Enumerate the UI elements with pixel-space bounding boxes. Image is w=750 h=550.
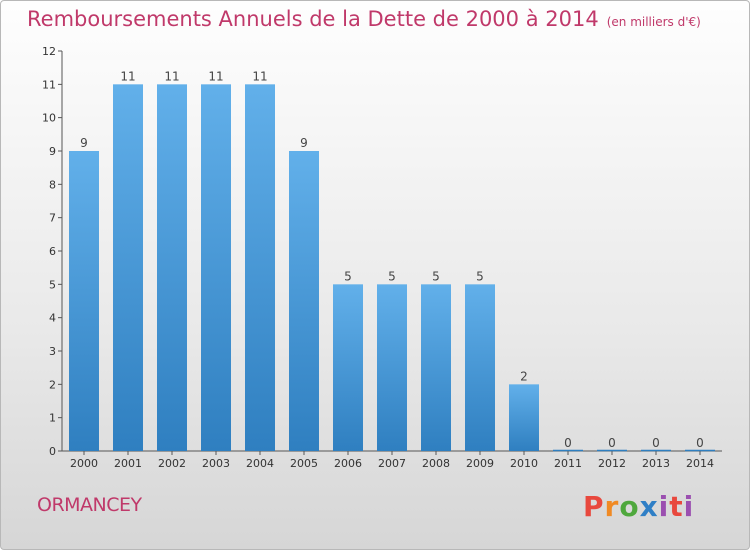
y-tick-label: 1 — [49, 412, 56, 425]
bar-2007 — [377, 284, 407, 451]
data-label-2007: 5 — [388, 269, 396, 283]
chart-title-text: Remboursements Annuels de la Dette de 20… — [27, 7, 599, 31]
data-label-2012: 0 — [608, 436, 616, 450]
data-label-2011: 0 — [564, 436, 572, 450]
data-label-2013: 0 — [652, 436, 660, 450]
bar-2000 — [69, 151, 99, 451]
chart-title: Remboursements Annuels de la Dette de 20… — [27, 7, 701, 31]
data-label-2003: 11 — [208, 69, 223, 83]
bar-2006 — [333, 284, 363, 451]
data-label-2006: 5 — [344, 269, 352, 283]
y-tick-label: 3 — [49, 345, 56, 358]
x-tick-label: 2010 — [510, 457, 538, 470]
y-tick-label: 12 — [42, 45, 56, 58]
x-tick-label: 2003 — [202, 457, 230, 470]
y-tick-label: 9 — [49, 145, 56, 158]
x-tick-label: 2011 — [554, 457, 582, 470]
y-tick-label: 11 — [42, 78, 56, 91]
data-label-2005: 9 — [300, 136, 308, 150]
data-label-2009: 5 — [476, 269, 484, 283]
bar-2002 — [157, 84, 187, 451]
data-label-2008: 5 — [432, 269, 440, 283]
proxiti-logo: Proxiti — [583, 490, 695, 523]
y-tick-label: 10 — [42, 112, 56, 125]
data-label-2014: 0 — [696, 436, 704, 450]
y-tick-label: 6 — [49, 245, 56, 258]
y-tick-label: 7 — [49, 212, 56, 225]
bar-2008 — [421, 284, 451, 451]
x-tick-label: 2004 — [246, 457, 274, 470]
bar-2009 — [465, 284, 495, 451]
place-name: ORMANCEY — [37, 494, 142, 516]
bar-2003 — [201, 84, 231, 451]
x-tick-label: 2012 — [598, 457, 626, 470]
x-tick-label: 2002 — [158, 457, 186, 470]
y-tick-label: 2 — [49, 378, 56, 391]
x-tick-label: 2005 — [290, 457, 318, 470]
data-label-2010: 2 — [520, 369, 528, 383]
x-tick-label: 2008 — [422, 457, 450, 470]
y-tick-label: 8 — [49, 178, 56, 191]
y-tick-label: 4 — [49, 312, 56, 325]
y-tick-label: 5 — [49, 278, 56, 291]
bar-2010 — [509, 384, 539, 451]
bar-2004 — [245, 84, 275, 451]
data-label-2000: 9 — [80, 136, 88, 150]
x-tick-label: 2009 — [466, 457, 494, 470]
x-tick-label: 2014 — [686, 457, 714, 470]
x-tick-label: 2006 — [334, 457, 362, 470]
y-tick-label: 0 — [49, 445, 56, 458]
bar-2001 — [113, 84, 143, 451]
x-tick-label: 2000 — [70, 457, 98, 470]
chart-unit: (en milliers d'€) — [606, 15, 701, 29]
data-label-2004: 11 — [252, 69, 267, 83]
bar-2005 — [289, 151, 319, 451]
x-tick-label: 2013 — [642, 457, 670, 470]
x-tick-label: 2001 — [114, 457, 142, 470]
data-label-2002: 11 — [164, 69, 179, 83]
data-label-2001: 11 — [120, 69, 135, 83]
x-tick-label: 2007 — [378, 457, 406, 470]
